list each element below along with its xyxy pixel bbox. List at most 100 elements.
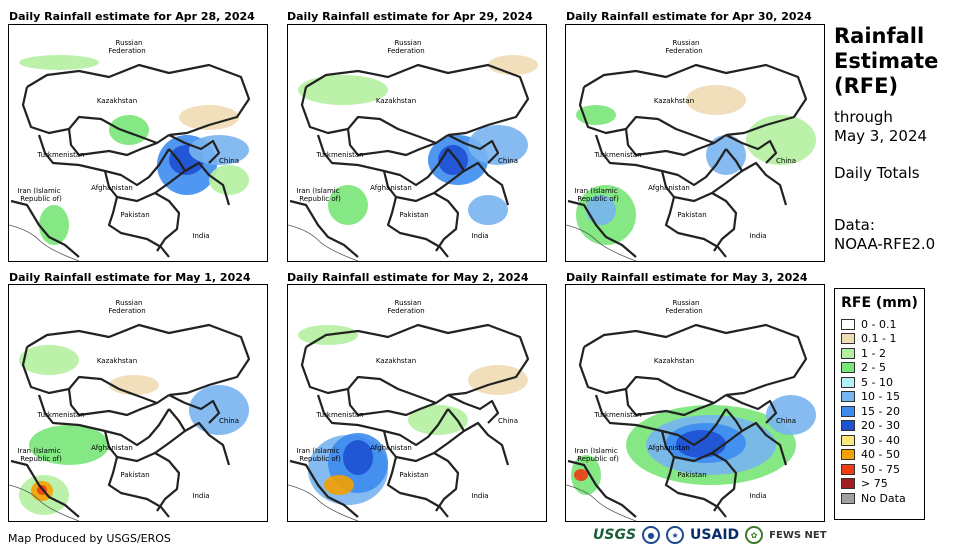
through-label: through	[834, 108, 893, 126]
map-label: Iran (Islamic	[574, 447, 617, 455]
legend-swatch	[841, 362, 855, 373]
legend-item: > 75	[841, 477, 888, 491]
map-label: Kazakhstan	[376, 97, 416, 105]
legend-item: 20 - 30	[841, 419, 900, 433]
panel-title-apr30: Daily Rainfall estimate for Apr 30, 2024	[566, 10, 812, 23]
map-label: Pakistan	[399, 471, 428, 479]
coastline	[566, 224, 637, 261]
through-date: May 3, 2024	[834, 127, 928, 145]
map-label: Turkmenistan	[36, 151, 84, 159]
map-label: Russian	[395, 39, 422, 47]
country-borders	[567, 63, 808, 258]
legend-label: 0.1 - 1	[861, 332, 897, 345]
map-credit: Map Produced by USGS/EROS	[8, 532, 171, 545]
map-label: Afghanistan	[648, 184, 690, 192]
map-label: Turkmenistan	[315, 151, 363, 159]
map-label: China	[498, 417, 518, 425]
legend-item: No Data	[841, 491, 906, 505]
legend-swatch	[841, 333, 855, 344]
map-apr28: Russian Federation Kazakhstan Turkmenistan C…	[8, 24, 268, 262]
map-label: Russian	[673, 299, 700, 307]
map-label: Turkmenistan	[593, 151, 641, 159]
country-borders	[567, 323, 808, 518]
data-label: Data:	[834, 216, 875, 234]
map-label: Federation	[108, 307, 145, 315]
fews-net-logo: FEWS NET	[769, 529, 827, 541]
map-label: Afghanistan	[370, 444, 412, 452]
map-label: India	[471, 492, 488, 500]
map-label: China	[219, 157, 239, 165]
legend-label: 30 - 40	[861, 433, 900, 447]
daily-totals-text: Daily Totals	[834, 164, 920, 182]
legend-swatch	[841, 420, 855, 431]
title-line-3: (RFE)	[834, 74, 899, 98]
map-label: Pakistan	[677, 471, 706, 479]
map-label: Afghanistan	[648, 444, 690, 452]
legend-item: 40 - 50	[841, 448, 900, 462]
legend-label: 1 - 2	[861, 346, 886, 360]
map-label: China	[776, 417, 796, 425]
legend-item: 30 - 40	[841, 433, 900, 447]
legend-label: 10 - 15	[861, 390, 900, 403]
map-label: India	[749, 232, 766, 240]
country-borders	[289, 63, 530, 258]
map-label: Federation	[108, 47, 145, 55]
map-label: China	[498, 157, 518, 165]
map-label: Iran (Islamic	[17, 187, 60, 195]
map-label: India	[192, 492, 209, 500]
legend-label: 50 - 75	[861, 462, 900, 476]
legend-label: > 75	[861, 477, 888, 490]
map-label: Kazakhstan	[97, 97, 137, 105]
legend-title: RFE (mm)	[841, 295, 918, 311]
legend-swatch	[841, 318, 855, 330]
map-label: Republic of)	[577, 195, 619, 203]
map-label: Pakistan	[120, 471, 149, 479]
legend-item: 0.1 - 1	[841, 332, 896, 346]
map-label: Federation	[387, 47, 424, 55]
legend-item: 1 - 2	[841, 346, 886, 360]
map-label: Pakistan	[677, 211, 706, 219]
legend-label: 40 - 50	[861, 448, 900, 461]
map-label: Turkmenistan	[593, 411, 641, 419]
usgs-logo: USGS	[593, 527, 637, 543]
panel-title-apr29: Daily Rainfall estimate for Apr 29, 2024	[287, 10, 533, 23]
map-label: India	[192, 232, 209, 240]
country-borders	[289, 323, 530, 518]
data-source: NOAA-RFE2.0	[834, 235, 936, 253]
map-label: China	[219, 417, 239, 425]
map-label: India	[749, 492, 766, 500]
legend-item: 5 - 10	[841, 375, 893, 389]
map-label: Iran (Islamic	[574, 187, 617, 195]
coastline	[9, 224, 80, 261]
rainfall-layer	[19, 345, 249, 515]
map-apr30: Russian Federation Kazakhstan Turkmenistan C…	[565, 24, 825, 262]
map-apr29: Russian Federation Kazakhstan Turkmenistan C…	[287, 24, 547, 262]
legend-item: 50 - 75	[841, 462, 900, 476]
map-label: Republic of)	[20, 195, 62, 203]
legend-item: 15 - 20	[841, 404, 900, 418]
title-line-2: Estimate	[834, 49, 939, 73]
map-label: Kazakhstan	[97, 357, 137, 365]
panel-title-may2: Daily Rainfall estimate for May 2, 2024	[287, 271, 529, 284]
panel-title-may1: Daily Rainfall estimate for May 1, 2024	[9, 271, 251, 284]
legend-swatch	[841, 405, 855, 417]
legend-swatch	[841, 463, 855, 475]
map-label: Republic of)	[299, 455, 341, 463]
logo-strip: USGS ● ★ USAID ✿ FEWS NET	[593, 526, 827, 544]
country-borders	[10, 63, 251, 258]
map-label: Russian	[395, 299, 422, 307]
panel-title-apr28: Daily Rainfall estimate for Apr 28, 2024	[9, 10, 255, 23]
map-label: Russian	[116, 299, 143, 307]
map-label: Republic of)	[577, 455, 619, 463]
map-may2: Russian Federation Kazakhstan Turkmenistan C…	[287, 284, 547, 522]
panel-title-may3: Daily Rainfall estimate for May 3, 2024	[566, 271, 808, 284]
map-label: Russian	[116, 39, 143, 47]
map-label: Afghanistan	[91, 444, 133, 452]
map-main-title: Rainfall Estimate (RFE)	[834, 24, 938, 99]
legend-swatch	[841, 434, 855, 446]
title-line-1: Rainfall	[834, 24, 925, 48]
map-label: Afghanistan	[370, 184, 412, 192]
map-label: Republic of)	[20, 455, 62, 463]
country-borders	[10, 323, 251, 518]
map-label: Federation	[665, 47, 702, 55]
